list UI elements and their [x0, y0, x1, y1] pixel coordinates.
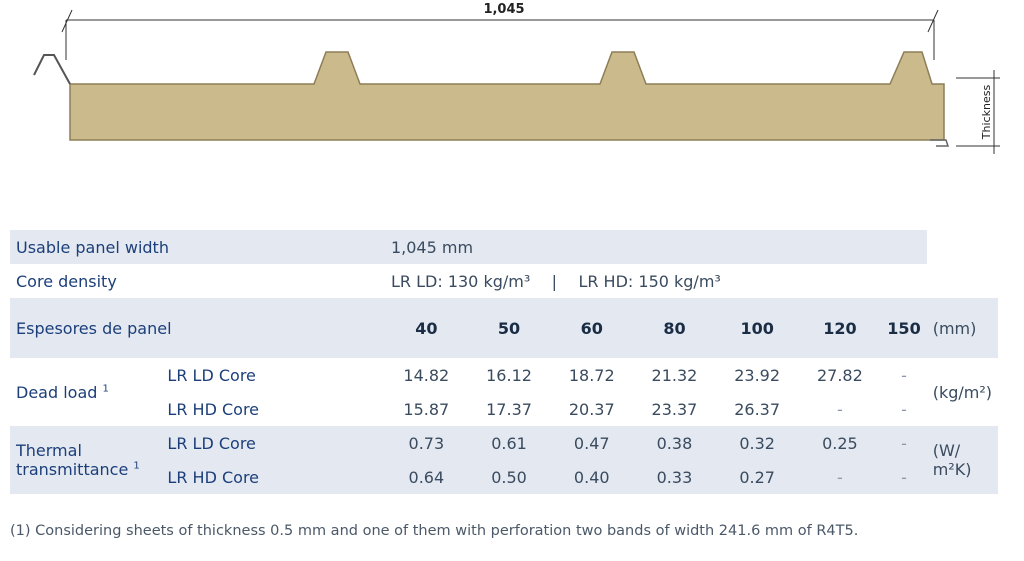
dead-load-cell: 18.72	[568, 365, 615, 385]
thickness-value: 40	[384, 298, 468, 358]
thermal-cell: -	[881, 426, 927, 460]
row-thermal-hd: LR HD Core 0.64 0.50 0.40 0.33 0.27 - -	[10, 460, 998, 494]
core-density-hd: LR HD: 150 kg/m³	[578, 271, 721, 291]
row-usable-width: Usable panel width 1,045 mm	[10, 230, 998, 264]
dead-load-cell: 26.37	[734, 399, 781, 419]
row-thermal-ld: Thermal transmittance 1 LR LD Core 0.73 0…	[10, 426, 998, 494]
thermal-cell: 0.25	[798, 426, 882, 460]
thermal-cell: 0.32	[715, 426, 799, 460]
thermal-cell: 0.50	[467, 460, 551, 494]
dead-load-label: Dead load 1	[16, 382, 109, 402]
thermal-cell: -	[881, 460, 927, 494]
thermal-cell: 0.47	[550, 426, 634, 460]
dead-load-cell: -	[901, 365, 907, 385]
thermal-cell: 0.27	[715, 460, 799, 494]
specs-table: Usable panel width 1,045 mm Core density…	[10, 230, 998, 494]
thermal-cell: 0.40	[550, 460, 634, 494]
thermal-cell: 0.38	[633, 426, 716, 460]
dead-load-cell: 23.37	[651, 399, 698, 419]
thermal-cell: 0.33	[633, 460, 716, 494]
thickness-unit: (mm)	[926, 298, 998, 358]
row-core-density: Core density LR LD: 130 kg/m³ | LR HD: 1…	[10, 264, 998, 298]
dead-load-cell: 20.37	[568, 399, 615, 419]
thickness-value: 100	[715, 298, 799, 358]
core-density-ld: LR LD: 130 kg/m³	[390, 271, 531, 291]
dead-load-cell: 21.32	[651, 365, 698, 385]
core-label: LR HD Core	[161, 460, 300, 494]
thickness-label: Thickness	[980, 85, 993, 141]
dead-load-unit: (kg/m²)	[932, 382, 992, 402]
thickness-value: 50	[467, 298, 551, 358]
thermal-label: Thermal transmittance 1	[10, 426, 162, 494]
row-dead-load-ld: Dead load 1 LR LD Core 14.82 16.12 18.72…	[10, 358, 998, 402]
core-density-values: LR LD: 130 kg/m³ | LR HD: 150 kg/m³	[385, 264, 927, 298]
core-label: LR LD Core	[167, 365, 256, 385]
row-thickness: Espesores de panel 40 50 60 80 100 120 1…	[10, 298, 998, 358]
thickness-row-label: Espesores de panel	[10, 298, 385, 358]
dead-load-cell: 27.82	[816, 365, 863, 385]
thickness-dimension	[956, 70, 1000, 154]
thickness-value: 150	[881, 298, 927, 358]
dead-load-cell: 15.87	[403, 399, 450, 419]
row-dead-load-hd: LR HD Core 15.87 17.37 20.37 23.37 26.37…	[10, 392, 998, 426]
width-label: 1,045	[483, 2, 524, 17]
core-label: LR LD Core	[161, 426, 300, 460]
thermal-cell: 0.64	[384, 460, 468, 494]
bottom-lip	[930, 139, 950, 147]
width-dimension	[61, 9, 939, 60]
thermal-cell: 0.73	[384, 426, 468, 460]
core-density-label: Core density	[16, 271, 117, 291]
thermal-unit: (W/m²K)	[926, 426, 998, 494]
dead-load-cell: -	[901, 399, 907, 419]
dead-load-cell: 16.12	[486, 365, 532, 385]
usable-width-label: Usable panel width	[10, 230, 385, 264]
usable-width-value: 1,045 mm	[384, 230, 927, 264]
thickness-value: 120	[798, 298, 882, 358]
thickness-value: 60	[550, 298, 634, 358]
dead-load-cell: 17.37	[486, 399, 532, 419]
thermal-cell: 0.61	[467, 426, 551, 460]
thickness-value: 80	[633, 298, 716, 358]
top-sheet	[33, 54, 71, 85]
core-density-separator: |	[551, 271, 558, 291]
panel-core	[69, 51, 945, 141]
dead-load-cell: 14.82	[403, 365, 450, 385]
core-label: LR HD Core	[167, 399, 260, 419]
dead-load-cell: -	[837, 399, 843, 419]
panel-profile-drawing: 1,045 Thickness	[33, 2, 1000, 154]
footnote: (1) Considering sheets of thickness 0.5 …	[10, 523, 859, 539]
dead-load-cell: 23.92	[734, 365, 781, 385]
thermal-cell: -	[798, 460, 882, 494]
